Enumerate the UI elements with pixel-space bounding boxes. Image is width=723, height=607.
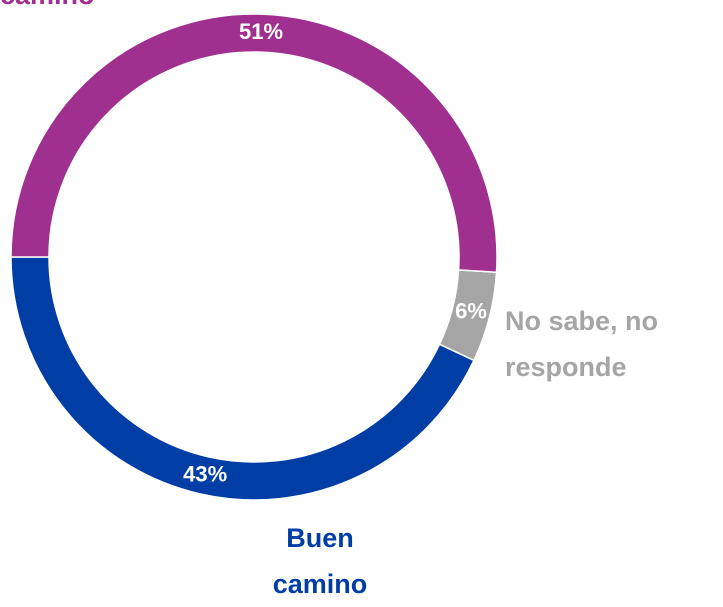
value-label: 43%: [183, 461, 227, 486]
category-label: Buen camino: [272, 523, 368, 599]
value-label: 51%: [239, 19, 283, 44]
donut-segment: [10, 13, 498, 274]
category-label: No sabe, no responde: [505, 306, 659, 382]
category-label: camino: [0, 0, 200, 18]
donut-segment: [10, 256, 475, 501]
value-label: 6%: [455, 299, 487, 324]
